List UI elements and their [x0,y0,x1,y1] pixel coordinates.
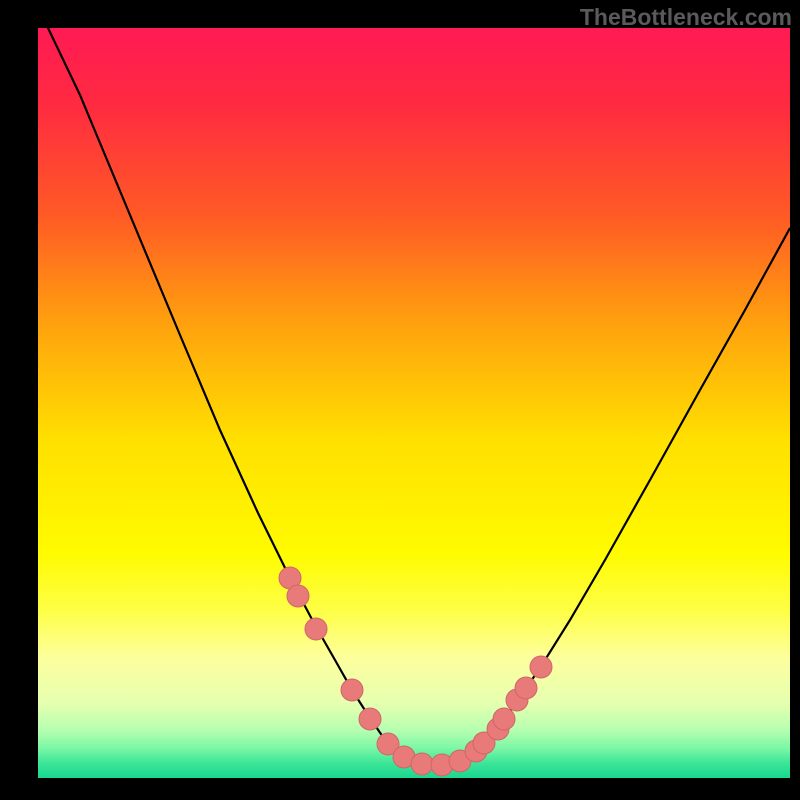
data-marker [359,708,381,730]
plot-area-background [38,28,790,778]
data-marker [411,753,433,775]
data-marker [530,656,552,678]
chart-canvas [0,0,800,800]
chart-frame: TheBottleneck.com [0,0,800,800]
data-marker [493,708,515,730]
data-marker [287,585,309,607]
data-marker [305,618,327,640]
data-marker [515,677,537,699]
data-marker [341,679,363,701]
